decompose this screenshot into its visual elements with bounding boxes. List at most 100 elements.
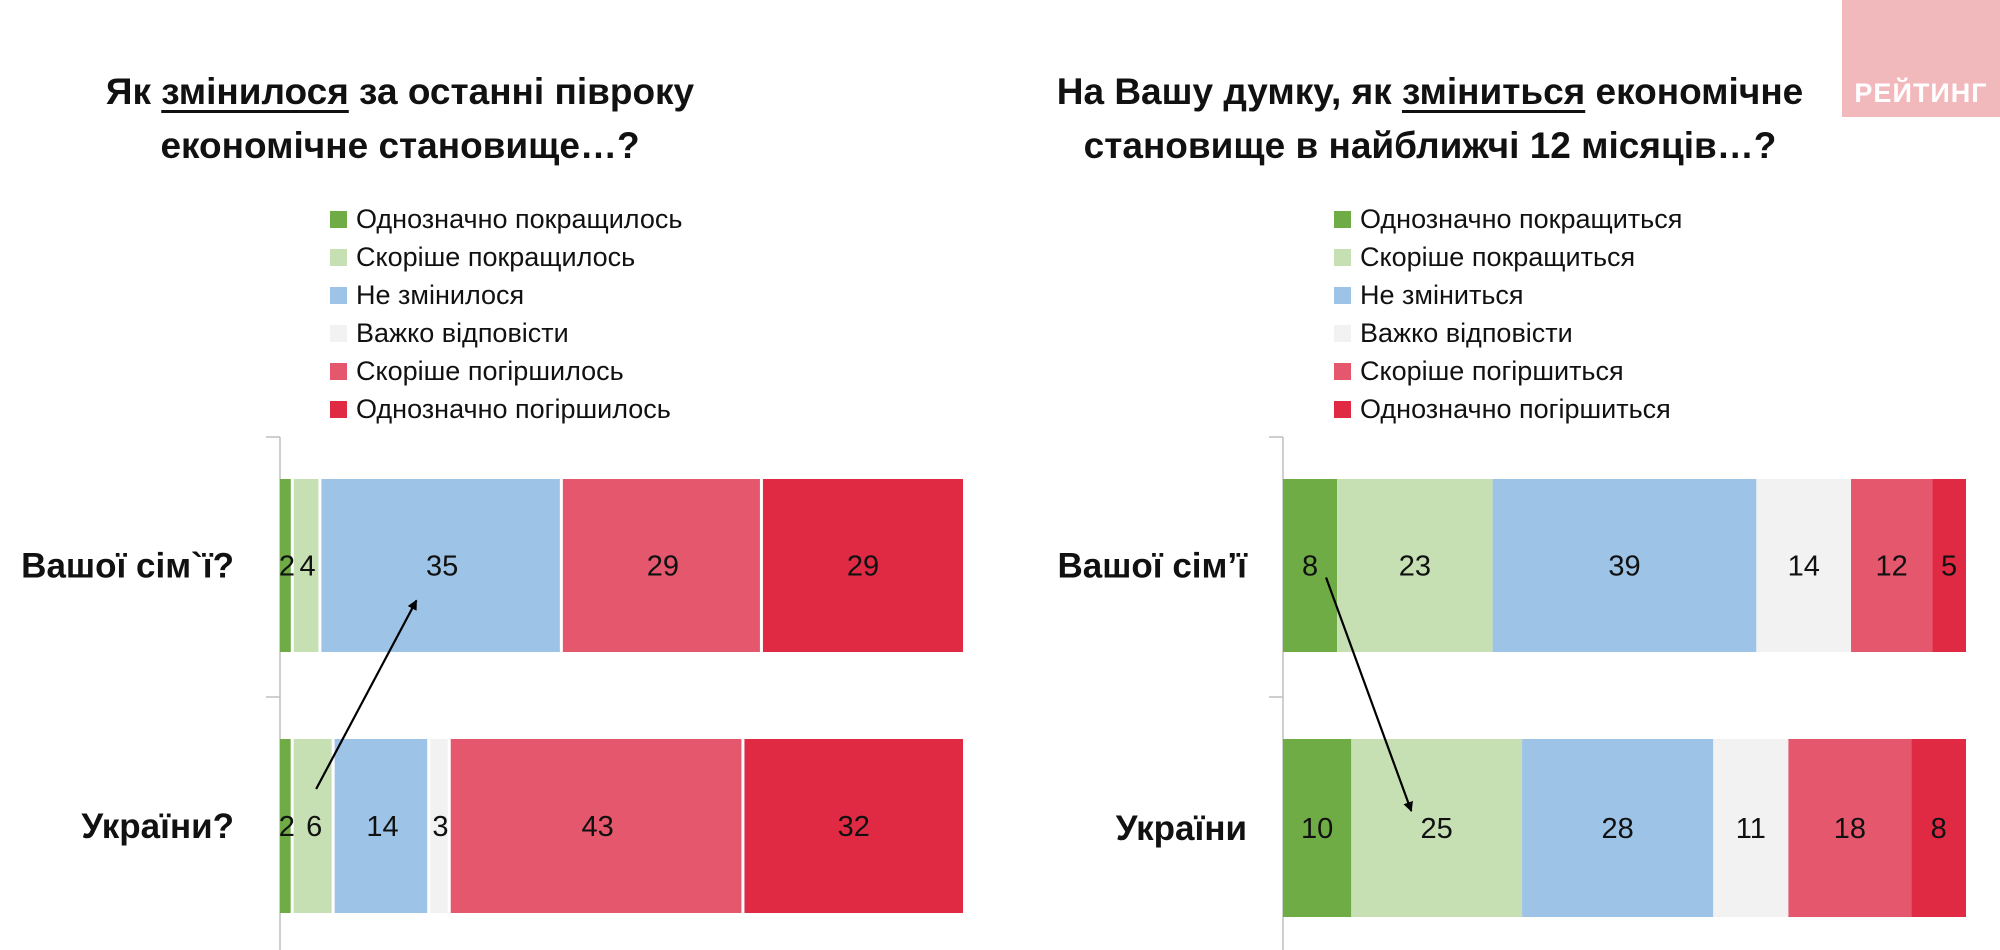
right-title-part-1: На Вашу думку, як bbox=[1056, 71, 1402, 112]
bar-segment bbox=[1283, 479, 1338, 652]
legend-label: Не змінилося bbox=[356, 279, 525, 310]
bar-segment bbox=[744, 739, 963, 913]
bar-segment bbox=[1283, 739, 1352, 917]
left-title-keyword: змінилося bbox=[161, 71, 349, 112]
bar-segment bbox=[293, 739, 332, 913]
legend-item: Однозначно погіршилось bbox=[330, 390, 682, 428]
data-label: 5 bbox=[1941, 551, 1957, 583]
left-chart-legend: Однозначно покращилось Скоріше покращилос… bbox=[330, 200, 682, 428]
legend-label: Скоріше покращилось bbox=[356, 241, 636, 272]
data-label: 2 bbox=[279, 551, 295, 583]
legend-item: Скоріше покращиться bbox=[1334, 238, 1682, 276]
bar-segment bbox=[1756, 479, 1852, 652]
legend-label: Однозначно погіршилось bbox=[356, 393, 671, 424]
legend-label: Однозначно покращилось bbox=[356, 203, 683, 234]
bar-segment bbox=[1522, 739, 1714, 917]
data-label: 39 bbox=[1608, 551, 1640, 583]
right-chart-legend: Однозначно покращиться Скоріше покращитьс… bbox=[1334, 200, 1682, 428]
rating-logo: РЕЙТИНГ bbox=[1842, 0, 2000, 117]
data-label: 6 bbox=[306, 811, 322, 843]
left-title-part-3: за останні півроку економічне становище…… bbox=[160, 71, 695, 166]
legend-swatch bbox=[330, 324, 347, 342]
legend-item: Скоріше погіршилось bbox=[330, 352, 682, 390]
right-chart-title: На Вашу думку, як зміниться економічне с… bbox=[1030, 65, 1830, 173]
legend-label: Важко відповісти bbox=[356, 317, 569, 348]
bar-segment bbox=[1337, 479, 1493, 652]
legend-item: Однозначно погіршиться bbox=[1334, 390, 1682, 428]
chart-1: Вашої сім’ї 8 23 39 14 12 5 України 10 25 28 11 18 8 bbox=[1057, 436, 1966, 950]
bar-segment bbox=[334, 739, 428, 913]
legend-item: Скоріше погіршиться bbox=[1334, 352, 1682, 390]
right-title-part-3: економічне становище в найближчі 12 міся… bbox=[1083, 71, 1804, 166]
bar-segment bbox=[293, 479, 319, 652]
legend-label: Скоріше погіршилось bbox=[356, 355, 624, 386]
data-label: 43 bbox=[581, 811, 613, 843]
legend-swatch bbox=[1334, 286, 1351, 304]
legend-swatch bbox=[330, 210, 347, 228]
legend-swatch bbox=[330, 286, 347, 304]
data-label: 35 bbox=[426, 551, 458, 583]
legend-swatch bbox=[330, 400, 347, 418]
legend-item: Важко відповісти bbox=[1334, 314, 1682, 352]
bar-segment bbox=[430, 739, 448, 913]
data-label: 25 bbox=[1421, 813, 1453, 845]
category-label: України bbox=[1116, 809, 1247, 848]
data-label: 29 bbox=[647, 551, 679, 583]
legend-item: Однозначно покращиться bbox=[1334, 200, 1682, 238]
logo-text: РЕЙТИНГ bbox=[1854, 78, 1988, 108]
legend-swatch bbox=[1334, 210, 1351, 228]
data-label: 28 bbox=[1602, 813, 1634, 845]
data-label: 8 bbox=[1931, 813, 1947, 845]
data-label: 8 bbox=[1302, 551, 1318, 583]
annotation-arrow bbox=[315, 599, 418, 790]
legend-label: Важко відповісти bbox=[1360, 317, 1573, 348]
legend-swatch bbox=[1334, 400, 1351, 418]
data-label: 23 bbox=[1399, 551, 1431, 583]
left-chart-title: Як змінилося за останні півроку економіч… bbox=[0, 65, 800, 173]
data-label: 12 bbox=[1875, 551, 1907, 583]
data-label: 10 bbox=[1301, 813, 1333, 845]
legend-item: Важко відповісти bbox=[330, 314, 682, 352]
data-label: 32 bbox=[838, 811, 870, 843]
legend-item: Однозначно покращилось bbox=[330, 200, 682, 238]
bar-segment bbox=[280, 479, 291, 652]
data-label: 4 bbox=[300, 551, 316, 583]
bar-segment bbox=[1851, 479, 1933, 652]
bar-segment bbox=[450, 739, 742, 913]
legend-swatch bbox=[1334, 248, 1351, 266]
legend-label: Однозначно погіршиться bbox=[1360, 393, 1671, 424]
data-label: 14 bbox=[1788, 551, 1820, 583]
data-label: 18 bbox=[1834, 813, 1866, 845]
bar-segment bbox=[1932, 479, 1966, 652]
category-label: Вашої сім`ї? bbox=[21, 547, 234, 586]
legend-item: Не зміниться bbox=[1334, 276, 1682, 314]
legend-swatch bbox=[1334, 362, 1351, 380]
left-title-part-1: Як bbox=[105, 71, 162, 112]
bar-segment bbox=[1351, 739, 1523, 917]
category-label: Вашої сім’ї bbox=[1057, 547, 1248, 586]
data-label: 11 bbox=[1736, 813, 1766, 845]
legend-swatch bbox=[330, 248, 347, 266]
bar-segment bbox=[562, 479, 760, 652]
legend-item: Не змінилося bbox=[330, 276, 682, 314]
bar-segment bbox=[762, 479, 963, 652]
bar-segment bbox=[1713, 739, 1789, 917]
data-label: 29 bbox=[847, 551, 879, 583]
legend-label: Не зміниться bbox=[1360, 279, 1524, 310]
bar-segment bbox=[1911, 739, 1966, 917]
legend-swatch bbox=[330, 362, 347, 380]
bar-segment bbox=[1492, 479, 1757, 652]
data-label: 3 bbox=[432, 811, 448, 843]
legend-label: Скоріше погіршиться bbox=[1360, 355, 1624, 386]
legend-label: Однозначно покращиться bbox=[1360, 203, 1683, 234]
bar-segment bbox=[1788, 739, 1912, 917]
legend-item: Скоріше покращилось bbox=[330, 238, 682, 276]
legend-swatch bbox=[1334, 324, 1351, 342]
right-title-keyword: зміниться bbox=[1401, 71, 1586, 112]
bar-segment bbox=[280, 739, 291, 913]
category-label: України? bbox=[81, 807, 234, 846]
legend-label: Скоріше покращиться bbox=[1360, 241, 1636, 272]
data-label: 2 bbox=[279, 811, 295, 843]
